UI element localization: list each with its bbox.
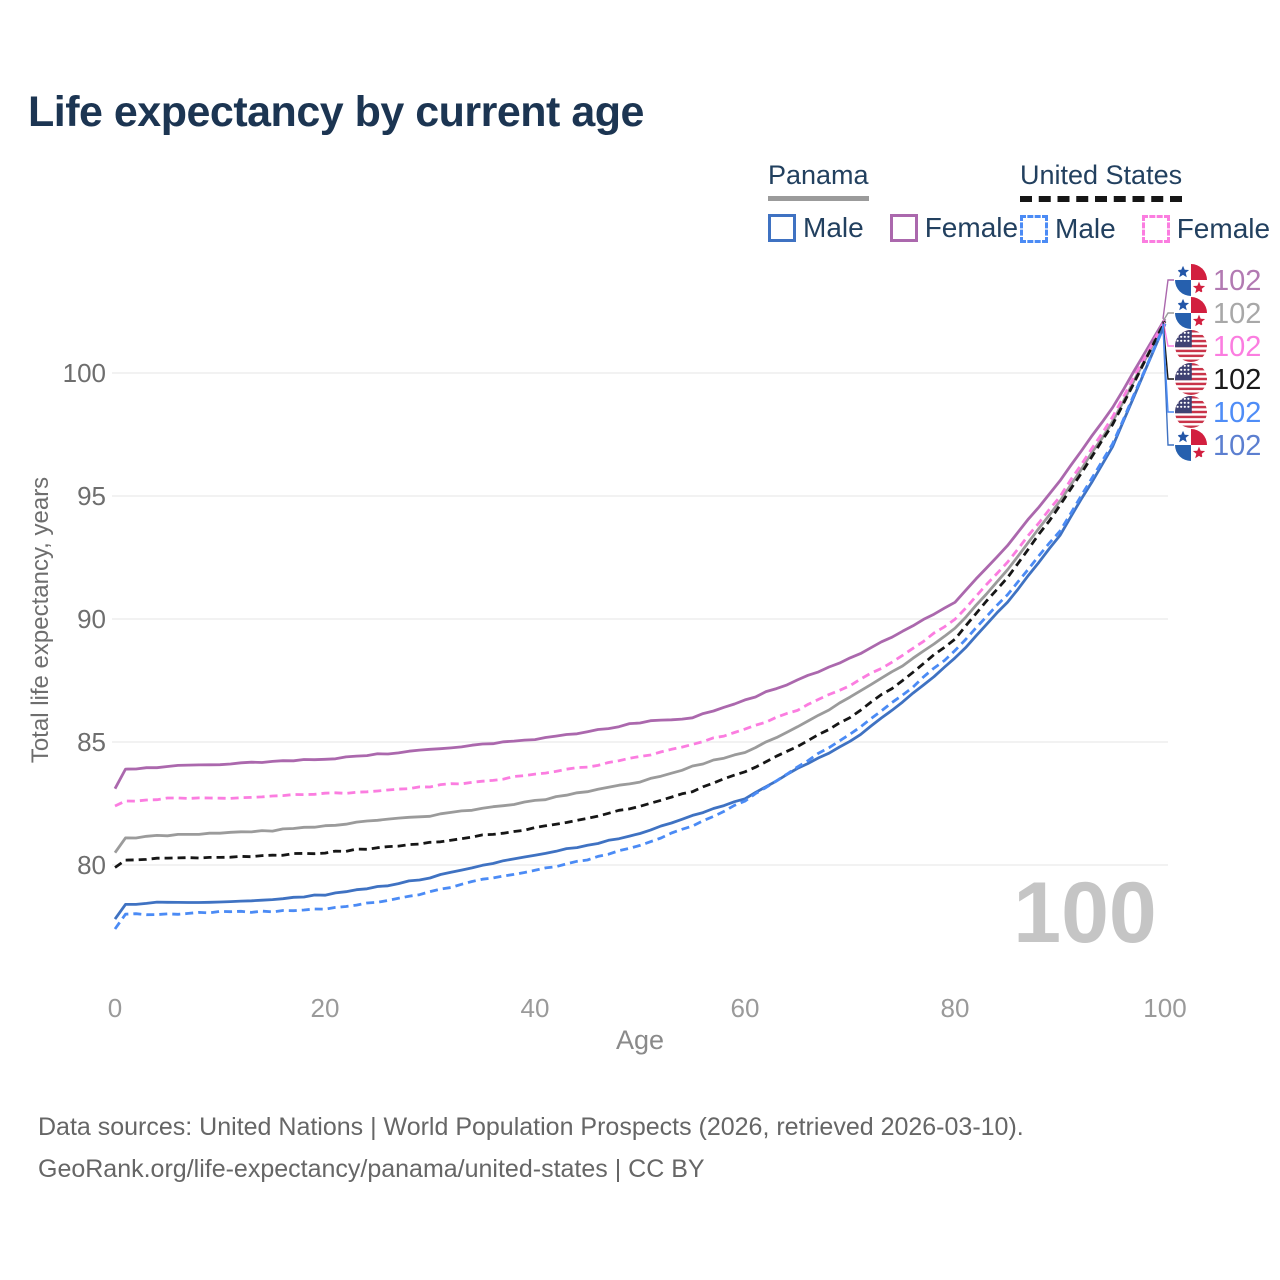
end-value-label-panama-male: 102 [1213, 430, 1261, 462]
legend-label: Male [803, 212, 864, 243]
data-sources-line: Data sources: United Nations | World Pop… [38, 1113, 1024, 1141]
y-tick-label-80: 80 [77, 850, 106, 880]
panama-flag-icon [1175, 429, 1207, 461]
legend-group-title-united-states[interactable]: United States [1020, 160, 1183, 190]
legend-group-title-panama[interactable]: Panama [768, 160, 869, 190]
end-value-label-panama-female: 102 [1213, 265, 1261, 297]
page-title: Life expectancy by current age [28, 88, 644, 136]
x-tick-label-0: 0 [108, 993, 122, 1023]
legend-group-panama: Panama Male Female [768, 160, 1018, 244]
x-tick-label-80: 80 [941, 993, 970, 1023]
x-tick-label-40: 40 [521, 993, 550, 1023]
end-value-label-united-states-male: 102 [1213, 397, 1261, 429]
y-axis-title: Total life expectancy, years [27, 477, 54, 763]
panama-flag-icon [1175, 297, 1207, 329]
end-value-label-united-states-female: 102 [1213, 331, 1261, 363]
us-male-swatch-icon [1020, 215, 1048, 243]
legend-item-panama-female[interactable]: Female [889, 212, 1019, 244]
panama-male-swatch-icon [768, 214, 796, 242]
end-label-leader-2 [1162, 319, 1174, 347]
series-line-panama-male[interactable] [113, 323, 1167, 920]
end-value-label-united-states-total: 102 [1213, 364, 1261, 396]
end-label-leader-3 [1162, 321, 1174, 380]
x-tick-label-100: 100 [1143, 993, 1186, 1023]
y-tick-label-100: 100 [63, 358, 106, 388]
series-line-panama-total[interactable] [113, 320, 1167, 854]
end-label-leader-1 [1162, 312, 1174, 322]
x-axis-title: Age [616, 1025, 664, 1055]
panama-total-line-swatch[interactable] [768, 196, 869, 201]
us-flag-icon [1175, 363, 1207, 395]
legend-item-panama-male[interactable]: Male [768, 212, 864, 244]
series-line-united-states-female[interactable] [114, 319, 1167, 808]
current-age-watermark: 100 [1013, 865, 1157, 961]
end-label-leader-0 [1162, 279, 1174, 319]
end-value-label-panama-total: 102 [1213, 298, 1261, 330]
series-line-united-states-male[interactable] [113, 323, 1167, 930]
legend-item-us-male[interactable]: Male [1020, 213, 1116, 245]
x-tick-label-20: 20 [311, 993, 340, 1023]
us-flag-icon [1175, 330, 1207, 362]
y-tick-label-90: 90 [77, 604, 106, 634]
us-female-swatch-icon [1141, 215, 1170, 243]
chart-footer: Data sources: United Nations | World Pop… [38, 1106, 1024, 1190]
legend-label: Female [1176, 213, 1271, 244]
y-tick-label-85: 85 [77, 727, 106, 757]
attribution-line: GeoRank.org/life-expectancy/panama/unite… [38, 1155, 705, 1183]
us-flag-icon [1175, 396, 1207, 428]
legend-label: Male [1055, 213, 1116, 244]
y-tick-label-95: 95 [77, 481, 106, 511]
legend-group-united-states: United States Male Female [1020, 160, 1270, 245]
series-line-panama-female[interactable] [113, 318, 1167, 790]
x-tick-label-60: 60 [731, 993, 760, 1023]
panama-flag-icon [1175, 264, 1207, 296]
end-label-leader-4 [1162, 323, 1174, 413]
panama-female-swatch-icon [889, 214, 918, 242]
legend-label: Female [924, 212, 1019, 243]
us-total-line-swatch[interactable] [1020, 196, 1183, 202]
legend-item-us-female[interactable]: Female [1141, 213, 1271, 245]
